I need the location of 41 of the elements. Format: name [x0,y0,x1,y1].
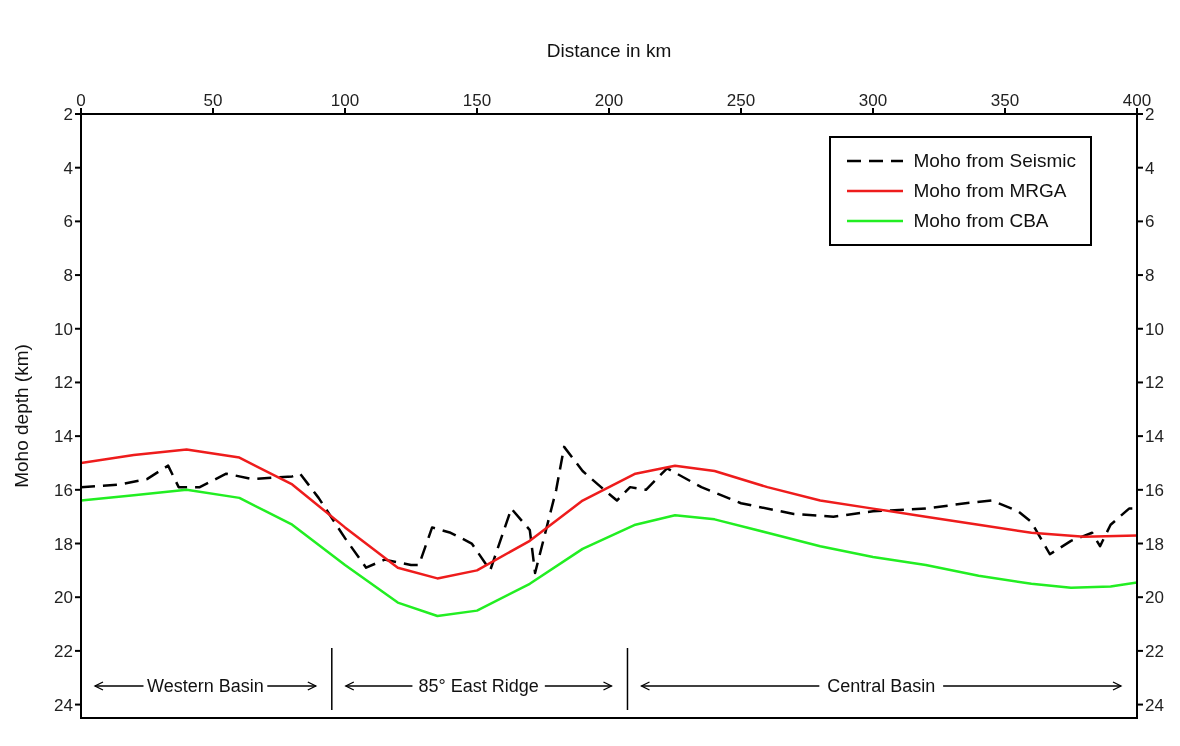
x-axis-title: Distance in km [546,40,672,62]
x-tick-label: 300 [858,91,888,110]
x-tick-label: 100 [330,91,360,110]
y-tick-label: 24 [54,695,73,715]
y2-tick-label: 18 [1145,534,1164,554]
y-tick-label: 2 [63,105,73,125]
y-tick-label: 14 [54,427,73,447]
y2-tick-label: 24 [1145,695,1164,715]
y2-tick-label: 22 [1145,641,1164,661]
x-tick-label: 250 [726,91,756,110]
annotation: Central Basin [827,676,936,696]
x-tick-label: 200 [594,91,624,110]
y-tick-label: 10 [54,319,73,339]
y2-tick-label: 6 [1145,212,1155,232]
y-tick-label: 18 [54,534,73,554]
y-tick-label: 16 [54,480,73,500]
y2-tick-label: 14 [1145,427,1164,447]
y2-tick-label: 4 [1145,158,1155,178]
y-tick-label: 22 [54,641,73,661]
line-series [81,488,1137,618]
y2-tick-label: 10 [1145,319,1164,339]
annotation: Western Basin [147,676,264,696]
x-tick-label: 0 [76,91,86,110]
legend-label: Moho from MRGA [913,179,1067,203]
annotation: 85° East Ridge [418,676,539,696]
x-tick-label: 350 [990,91,1020,110]
legend-label: Moho from Seismic [913,149,1076,173]
y-tick-label: 20 [54,588,73,608]
y-tick-label: 6 [63,212,73,232]
y2-tick-label: 12 [1145,373,1164,393]
legend-label: Moho from CBA [913,209,1049,233]
y-tick-label: 4 [63,158,73,178]
y2-tick-label: 8 [1145,266,1155,286]
y-tick-label: 12 [54,373,73,393]
y-axis-title: Moho depth (km) [10,344,32,488]
x-tick-label: 150 [462,91,492,110]
y2-tick-label: 16 [1145,480,1164,500]
y2-tick-label: 2 [1145,105,1155,125]
y-tick-label: 8 [63,266,73,286]
y2-tick-label: 20 [1145,588,1164,608]
x-tick-label: 50 [203,91,223,110]
